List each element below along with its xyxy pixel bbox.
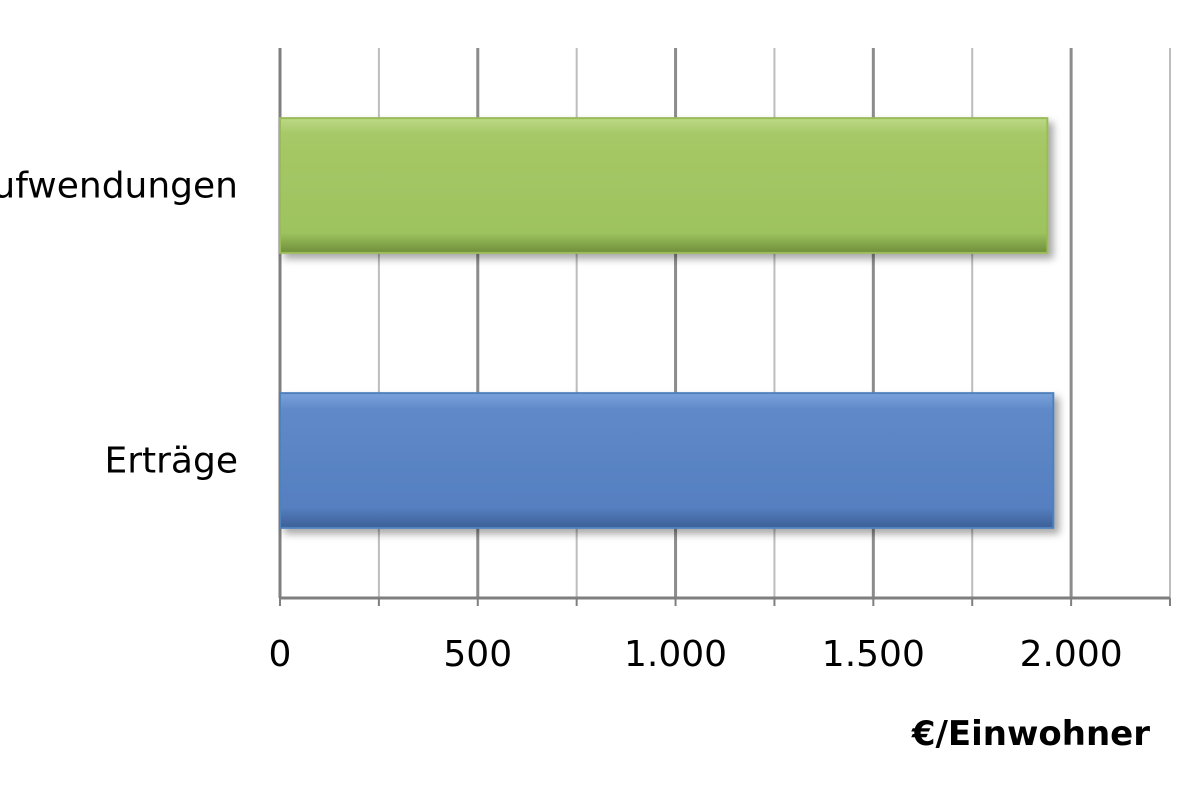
- x-axis-title: €/Einwohner: [911, 714, 1150, 754]
- labels: Erträge Aufwendungen 0 500 1.000 1.500 2.000 €/…: [0, 166, 1150, 755]
- x-tick-label: 2.000: [1020, 634, 1123, 675]
- x-tick-label: 500: [443, 634, 512, 675]
- bar-ertraege: [279, 392, 1055, 529]
- x-tick-label: 0: [269, 634, 292, 675]
- x-tick-label: 1.500: [822, 634, 925, 675]
- category-label: Erträge: [104, 441, 238, 482]
- x-tick-label: 1.000: [624, 634, 727, 675]
- category-label: Aufwendungen: [0, 166, 238, 207]
- bars: [279, 117, 1055, 529]
- bar-aufwendungen: [279, 117, 1049, 254]
